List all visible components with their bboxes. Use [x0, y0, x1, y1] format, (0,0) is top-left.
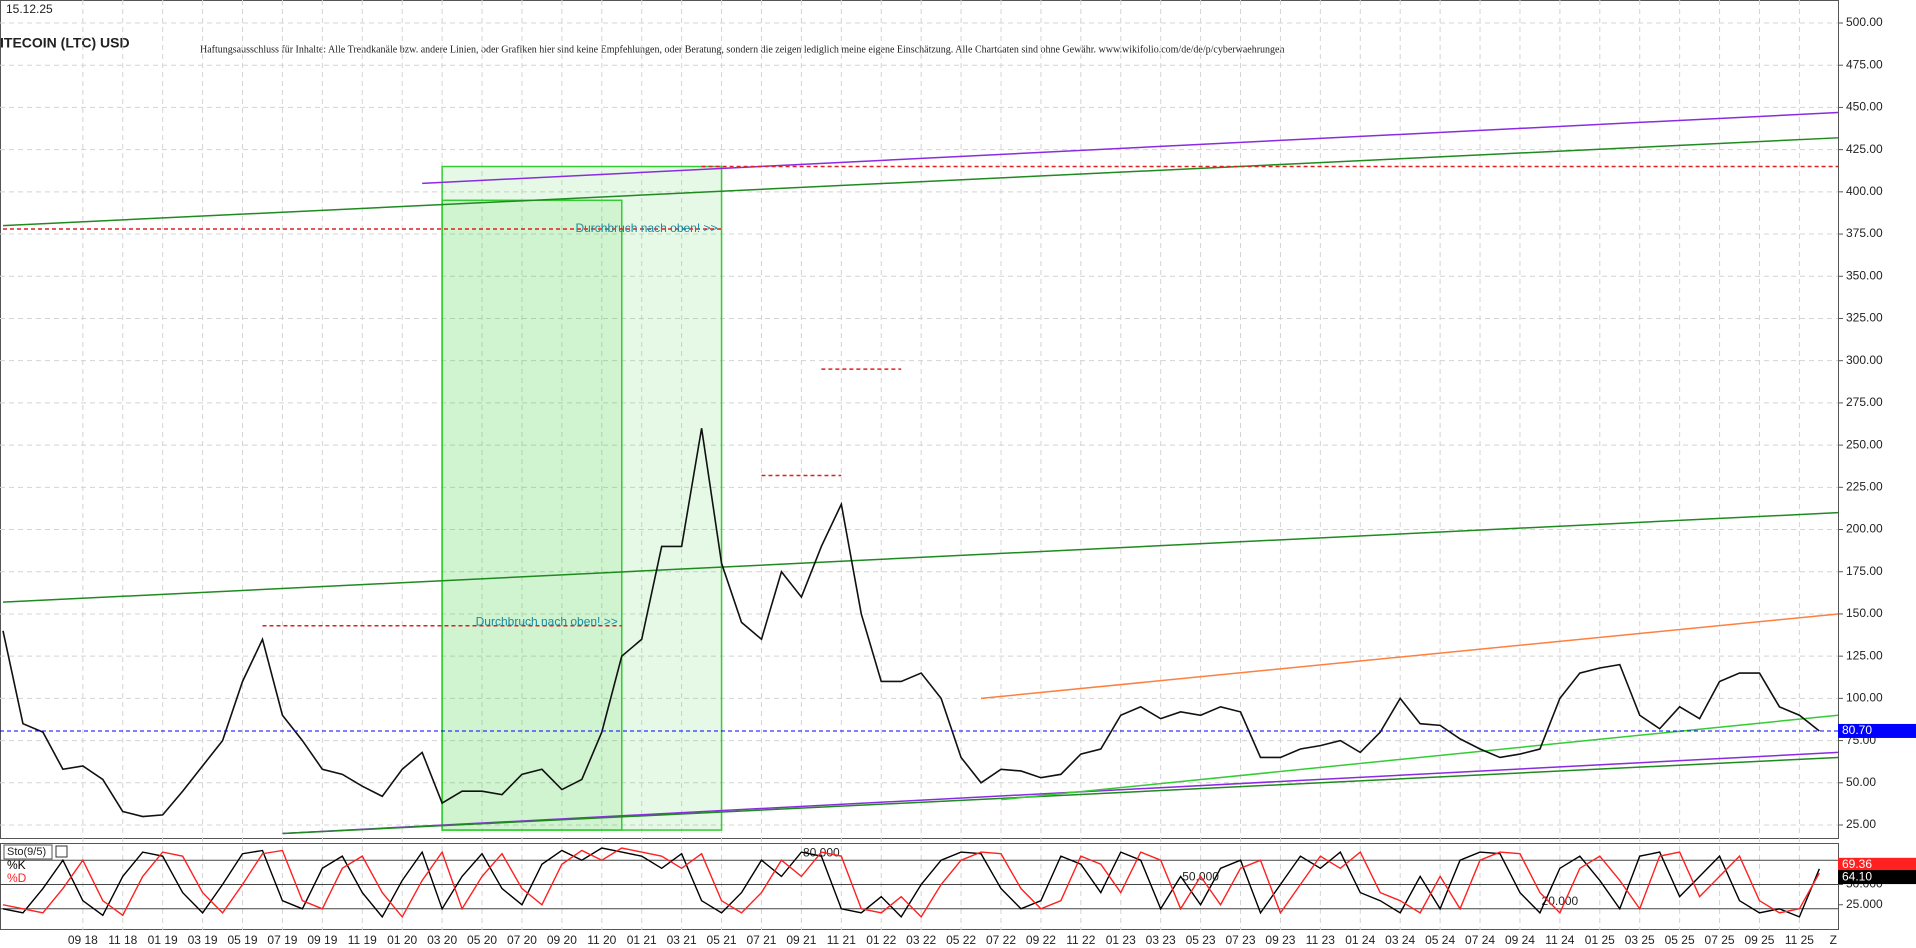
- stoch-line: [2, 847, 1820, 919]
- x-tick-label: 09 21: [786, 933, 816, 947]
- trendline: [422, 111, 1839, 185]
- x-tick-label: 01 24: [1345, 933, 1375, 947]
- disclaimer: Haftungsausschluss für Inhalte: Alle Tre…: [200, 44, 1285, 55]
- y-tick-label: 325.00: [1846, 311, 1883, 325]
- stoch-title-box: [3, 844, 53, 860]
- x-tick-label: 09 20: [547, 933, 577, 947]
- x-tick-label: 05 21: [707, 933, 737, 947]
- x-tick-label: 09 24: [1505, 933, 1535, 947]
- x-tick-label: 07 23: [1226, 933, 1256, 947]
- price-line: [2, 428, 1820, 818]
- trendline: [282, 756, 1839, 835]
- y-tick-label: 200.00: [1846, 522, 1883, 536]
- y-tick-label: 275.00: [1846, 395, 1883, 409]
- trendline: [980, 613, 1839, 700]
- date: 15.12.25: [6, 2, 53, 16]
- x-tick-label: 03 24: [1385, 933, 1415, 947]
- stoch-panel-frame: [0, 843, 1839, 930]
- x-tick-label: 05 19: [228, 933, 258, 947]
- stoch-last-box: [1838, 857, 1916, 872]
- y-tick-label: 500.00: [1846, 15, 1883, 29]
- x-tick-label: 01 20: [387, 933, 417, 947]
- x-tick-label: 05 20: [467, 933, 497, 947]
- x-tick-label: 07 24: [1465, 933, 1495, 947]
- y-tick-label: 225.00: [1846, 479, 1883, 493]
- x-tick-label: 11 21: [827, 933, 856, 947]
- legend-entry: %K: [7, 858, 26, 872]
- stoch-last-box: [1838, 870, 1916, 885]
- trendline: [2, 511, 1839, 603]
- x-tick-label: 03 23: [1146, 933, 1176, 947]
- trendline: [1000, 714, 1839, 801]
- y-tick-label: 150.00: [1846, 606, 1883, 620]
- y-tick-label: 350.00: [1846, 268, 1883, 282]
- x-tick-label: 03 25: [1625, 933, 1655, 947]
- y-tick-label: 425.00: [1846, 142, 1883, 156]
- x-tick-label: 03 21: [667, 933, 697, 947]
- x-tick-label: 07 20: [507, 933, 537, 947]
- legend-entry: %D: [7, 871, 27, 885]
- chart-title: ITECOIN (LTC) USD: [0, 35, 130, 51]
- x-tick-label: 09 18: [68, 933, 98, 947]
- y-tick-label: 450.00: [1846, 100, 1883, 114]
- x-tick-label: 11 20: [587, 933, 616, 947]
- x-tick-label: 05 25: [1665, 933, 1695, 947]
- y-tick-label: 25.00: [1846, 817, 1876, 831]
- stoch-title: Sto(9/5): [7, 846, 46, 858]
- x-tick-label: 11 24: [1545, 933, 1574, 947]
- zone: [441, 199, 623, 831]
- x-tick-label: 01 19: [148, 933, 178, 947]
- trendline: [2, 137, 1839, 227]
- x-tick-label: 07 25: [1705, 933, 1735, 947]
- x-tick-label: 11 22: [1066, 933, 1095, 947]
- price-marker-box: [1838, 723, 1916, 738]
- x-tick-label: 07 21: [746, 933, 776, 947]
- x-tick-label: 09 25: [1744, 933, 1774, 947]
- stoch-plus: [55, 845, 68, 858]
- y-tick-label: 375.00: [1846, 226, 1883, 240]
- annotation: Durchbruch nach oben! >>: [476, 615, 618, 629]
- x-tick-label: 11 23: [1306, 933, 1335, 947]
- zone: [441, 165, 723, 831]
- y-tick-label: 100.00: [1846, 691, 1883, 705]
- x-tick-label: 07 19: [267, 933, 297, 947]
- x-tick-label: 03 19: [188, 933, 218, 947]
- x-tick-label: 01 23: [1106, 933, 1136, 947]
- x-tick-label: 11 18: [108, 933, 137, 947]
- y-tick-label: 300.00: [1846, 353, 1883, 367]
- price-marker-label: 80.70: [1842, 723, 1872, 737]
- y-tick-label: 125.00: [1846, 648, 1883, 662]
- x-tick-label: 11 19: [348, 933, 377, 947]
- x-tick-label: 01 21: [627, 933, 657, 947]
- y-tick-label: 400.00: [1846, 184, 1883, 198]
- x-tick-label: 11 25: [1785, 933, 1814, 947]
- stoch-last-label: 64.10: [1842, 869, 1872, 883]
- x-end-label: Z: [1830, 933, 1837, 947]
- x-tick-label: 01 25: [1585, 933, 1615, 947]
- stoch-last-label: 69.36: [1842, 857, 1872, 871]
- x-tick-label: 07 22: [986, 933, 1016, 947]
- x-tick-label: 05 24: [1425, 933, 1455, 947]
- x-tick-label: 01 22: [866, 933, 896, 947]
- y-tick-label: 50.00: [1846, 775, 1876, 789]
- y-tick-label: 250.00: [1846, 437, 1883, 451]
- y-tick-label: 175.00: [1846, 564, 1883, 578]
- y-tick-label: 475.00: [1846, 57, 1883, 71]
- annotation: Durchbruch nach oben! >>: [575, 221, 717, 235]
- x-tick-label: 09 19: [307, 933, 337, 947]
- x-tick-label: 03 20: [427, 933, 457, 947]
- x-tick-label: 09 23: [1265, 933, 1295, 947]
- x-tick-label: 03 22: [906, 933, 936, 947]
- trendline: [282, 751, 1839, 835]
- price-panel-frame: [0, 0, 1839, 839]
- x-tick-label: 05 22: [946, 933, 976, 947]
- x-tick-label: 05 23: [1186, 933, 1216, 947]
- y-tick-label: 25.000: [1846, 897, 1883, 911]
- x-tick-label: 09 22: [1026, 933, 1056, 947]
